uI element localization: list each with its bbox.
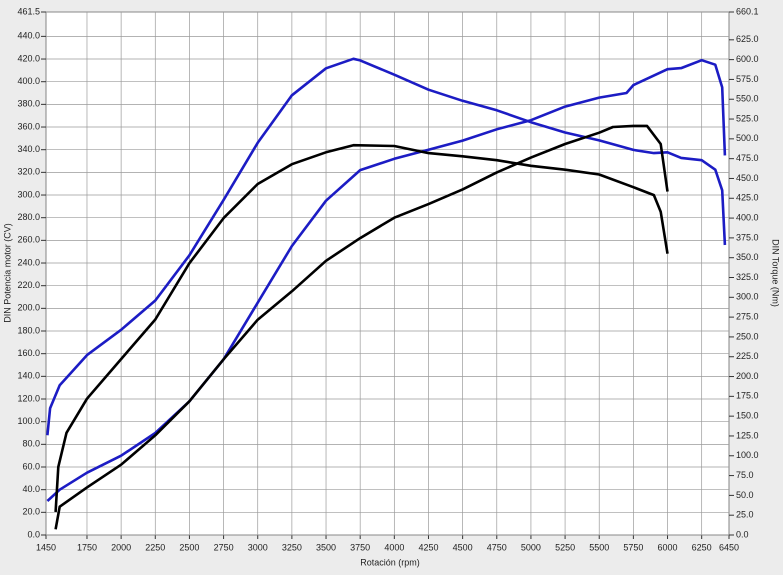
x-tick-label: 3250 — [282, 542, 302, 552]
y-tick-label: 160.0 — [17, 348, 40, 358]
x-tick-label: 4500 — [453, 542, 473, 552]
data-line — [46, 57, 727, 436]
x-tick-label: 5000 — [521, 542, 541, 552]
plot-area — [45, 11, 730, 536]
data-line — [46, 58, 727, 502]
y2-tick-label: 500.0 — [736, 133, 759, 143]
x-tick-label: 5500 — [589, 542, 609, 552]
y2-tick-label: 225.0 — [736, 351, 759, 361]
y2-tick-label: 575.0 — [736, 74, 759, 84]
y2-tick-label: 275.0 — [736, 311, 759, 321]
y2-tick-label: 125.0 — [736, 430, 759, 440]
y-tick-label: 120.0 — [17, 393, 40, 403]
x-tick-label: 5750 — [623, 542, 643, 552]
data-line — [54, 143, 669, 513]
x-tick-label: 2000 — [111, 542, 131, 552]
y-tick-label: 0.0 — [27, 529, 40, 539]
x-tick-label: 3500 — [316, 542, 336, 552]
y2-tick-label: 375.0 — [736, 232, 759, 242]
y-tick-label: 40.0 — [22, 484, 40, 494]
y2-tick-label: 75.0 — [736, 470, 754, 480]
y2-tick-label: 450.0 — [736, 173, 759, 183]
y-tick-label: 340.0 — [17, 144, 40, 154]
y2-tick-label: 425.0 — [736, 193, 759, 203]
x-tick-label: 3750 — [350, 542, 370, 552]
x-tick-label: 4250 — [418, 542, 438, 552]
y2-tick-label: 550.0 — [736, 94, 759, 104]
x-tick-label: 6250 — [692, 542, 712, 552]
y-axis-label: DIN Potencia motor (CV) — [2, 223, 12, 323]
y-tick-label: 380.0 — [17, 99, 40, 109]
y-tick-label: 320.0 — [17, 167, 40, 177]
y2-tick-label: 300.0 — [736, 292, 759, 302]
x-tick-label: 2250 — [145, 542, 165, 552]
y-tick-label: 220.0 — [17, 280, 40, 290]
data-line — [54, 124, 669, 530]
y-tick-label: 280.0 — [17, 212, 40, 222]
x-tick-label: 3000 — [248, 542, 268, 552]
y2-tick-label: 475.0 — [736, 153, 759, 163]
y2-tick-label: 200.0 — [736, 371, 759, 381]
x-tick-label: 1750 — [77, 542, 97, 552]
y-tick-label: 440.0 — [17, 31, 40, 41]
y-tick-label: 260.0 — [17, 235, 40, 245]
x-tick-label: 6450 — [719, 542, 739, 552]
y2-tick-label: 25.0 — [736, 510, 754, 520]
y-tick-label: 100.0 — [17, 416, 40, 426]
x-tick-label: 1450 — [36, 542, 56, 552]
x-tick-label: 6000 — [658, 542, 678, 552]
y2-axis-label: DIN Torque (Nm) — [771, 239, 781, 307]
y2-tick-label: 0.0 — [736, 529, 749, 539]
y2-tick-label: 325.0 — [736, 272, 759, 282]
y2-tick-label: 600.0 — [736, 54, 759, 64]
y-tick-label: 20.0 — [22, 507, 40, 517]
y2-tick-label: 660.1 — [736, 6, 759, 16]
x-tick-label: 5250 — [555, 542, 575, 552]
y2-tick-label: 175.0 — [736, 391, 759, 401]
y2-tick-label: 50.0 — [736, 490, 754, 500]
x-tick-label: 2750 — [214, 542, 234, 552]
y-tick-label: 300.0 — [17, 189, 40, 199]
y-tick-label: 80.0 — [22, 439, 40, 449]
y-tick-label: 180.0 — [17, 325, 40, 335]
y-tick-label: 461.5 — [17, 6, 40, 16]
y-tick-label: 200.0 — [17, 303, 40, 313]
y2-tick-label: 350.0 — [736, 252, 759, 262]
x-tick-label: 4000 — [384, 542, 404, 552]
y2-tick-label: 400.0 — [736, 212, 759, 222]
x-axis-label: Rotación (rpm) — [360, 557, 420, 567]
y2-tick-label: 525.0 — [736, 113, 759, 123]
y2-tick-label: 625.0 — [736, 34, 759, 44]
y-tick-label: 360.0 — [17, 121, 40, 131]
y-tick-label: 400.0 — [17, 76, 40, 86]
x-tick-label: 4750 — [487, 542, 507, 552]
y2-tick-label: 150.0 — [736, 411, 759, 421]
x-tick-label: 2500 — [179, 542, 199, 552]
y2-tick-label: 250.0 — [736, 331, 759, 341]
y2-tick-label: 100.0 — [736, 450, 759, 460]
y-tick-label: 420.0 — [17, 53, 40, 63]
y-tick-label: 140.0 — [17, 371, 40, 381]
y-tick-label: 60.0 — [22, 461, 40, 471]
y-tick-label: 240.0 — [17, 257, 40, 267]
